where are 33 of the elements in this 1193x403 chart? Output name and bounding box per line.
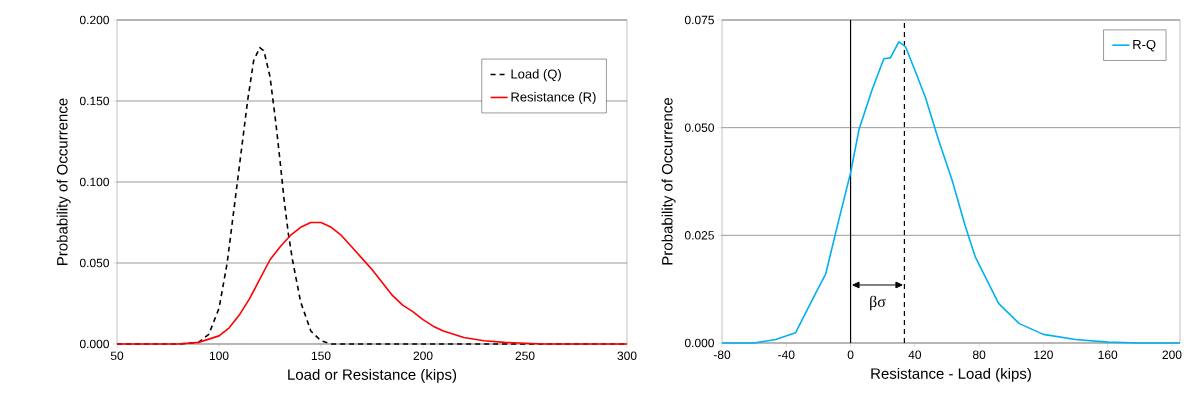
y-tick-label: 0.100 <box>79 177 110 187</box>
legend-label: Resistance (R) <box>511 91 596 105</box>
x-tick-label: 100 <box>209 351 229 361</box>
x-axis-title: Load or Resistance (kips) <box>288 368 457 383</box>
y-tick-label: 0.000 <box>79 339 110 349</box>
x-tick-label: 0 <box>847 350 854 360</box>
y-tick-label: 0.050 <box>79 258 110 268</box>
x-tick-label: 300 <box>617 351 637 361</box>
y-axis-title: Probability of Occurrence <box>56 98 71 265</box>
x-tick-label: 50 <box>110 351 124 361</box>
line-series <box>116 221 628 345</box>
x-tick-label: -40 <box>778 350 795 360</box>
line-series <box>721 41 1181 344</box>
x-tick-label: 200 <box>413 351 433 361</box>
x-tick-label: 80 <box>972 350 986 360</box>
y-tick-label: 0.150 <box>79 96 110 106</box>
x-tick-label: 40 <box>908 350 922 360</box>
legend-label: Load (Q) <box>511 69 561 82</box>
annotation: βσ <box>870 295 886 311</box>
x-axis-title: Resistance - Load (kips) <box>871 367 1031 382</box>
y-tick-label: 0.000 <box>684 338 715 348</box>
legend-label: R-Q <box>1133 39 1156 52</box>
y-tick-label: 0.075 <box>684 15 714 25</box>
x-tick-label: 250 <box>515 351 535 361</box>
x-tick-label: 150 <box>311 351 331 361</box>
x-tick-label: 200 <box>1162 350 1182 360</box>
y-tick-label: 0.200 <box>79 15 110 25</box>
x-tick-label: -80 <box>713 350 731 360</box>
x-tick-label: 120 <box>1034 350 1053 360</box>
y-tick-label: 0.050 <box>684 123 715 132</box>
y-tick-label: 0.025 <box>684 231 714 240</box>
x-tick-label: 160 <box>1098 350 1118 360</box>
y-axis-title: Probability of Occurrence <box>661 97 676 265</box>
